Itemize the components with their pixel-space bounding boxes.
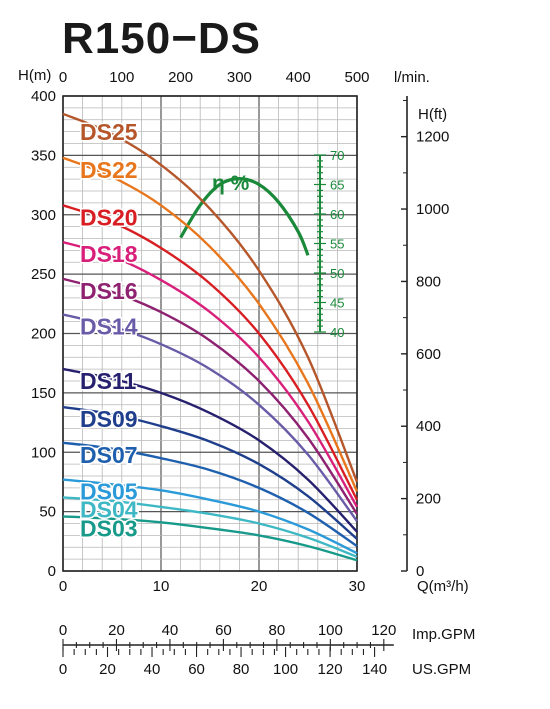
us-gpm-tick-label: 100: [273, 661, 298, 678]
efficiency-curve: [179, 176, 310, 256]
axes: 0200400600800100012000501001502002503003…: [18, 67, 469, 595]
ft-tick-label: 600: [416, 346, 441, 363]
series-label-ds18: DS18: [80, 241, 138, 267]
hm-tick-label: 0: [48, 563, 56, 580]
series-label-ds22: DS22: [80, 157, 138, 183]
chart-title: R150−DS: [62, 14, 262, 63]
q-tick-label: 0: [59, 578, 67, 595]
us-gpm-tick-label: 0: [59, 661, 67, 678]
curve-ds03: [62, 515, 358, 562]
efficiency-curve-group: 40 45 50 55 60 65 70 η %: [179, 148, 344, 340]
efficiency-label: η %: [212, 172, 250, 195]
curve-ds14: [62, 313, 358, 522]
efficiency-tick-label: 65: [330, 178, 344, 193]
efficiency-tick-label: 50: [330, 266, 344, 281]
curve-ds25: [62, 112, 359, 483]
imp-gpm-label: Imp.GPM: [412, 626, 475, 643]
series-label-ds25: DS25: [80, 119, 138, 145]
hm-tick-label: 200: [31, 326, 56, 343]
curve-ds22: [62, 156, 359, 492]
efficiency-tick-label: 45: [330, 296, 344, 311]
lmin-tick-label: 0: [59, 69, 67, 86]
curve-ds18: [62, 240, 359, 508]
hm-tick-label: 50: [39, 504, 56, 521]
hm-tick-label: 350: [31, 147, 56, 164]
curve-ds11: [62, 367, 358, 533]
imp-gpm-tick-label: 60: [215, 622, 232, 639]
q-axis-label: Q(m³/h): [417, 578, 469, 595]
us-gpm-label: US.GPM: [412, 661, 471, 678]
us-gpm-tick-label: 140: [362, 661, 387, 678]
lmin-tick-label: 500: [344, 69, 369, 86]
ft-tick-label: 0: [416, 563, 424, 580]
hm-tick-label: 150: [31, 385, 56, 402]
us-gpm-tick-label: 40: [144, 661, 161, 678]
us-gpm-tick-label: 60: [188, 661, 205, 678]
q-tick-label: 30: [349, 578, 366, 595]
lmin-axis-label: l/min.: [394, 69, 430, 86]
series-label-ds09: DS09: [80, 406, 138, 432]
curve-ds04: [62, 496, 358, 558]
q-tick-label: 10: [153, 578, 170, 595]
ft-tick-label: 1000: [416, 201, 449, 218]
ft-tick-label: 200: [416, 491, 441, 508]
efficiency-tick-label: 55: [330, 237, 344, 252]
lmin-tick-label: 200: [168, 69, 193, 86]
hm-tick-label: 300: [31, 207, 56, 224]
series-label-ds05: DS05: [80, 479, 138, 505]
series-label-ds03: DS03: [80, 515, 138, 541]
imp-gpm-tick-label: 120: [371, 622, 396, 639]
series-label-ds11: DS11: [80, 368, 136, 394]
hm-tick-label: 250: [31, 266, 56, 283]
imp-gpm-tick-label: 80: [269, 622, 286, 639]
imp-gpm-tick-label: 40: [162, 622, 179, 639]
efficiency-tick-label: 60: [330, 207, 344, 222]
curve-ds20: [62, 204, 359, 501]
us-gpm-tick-label: 120: [318, 661, 343, 678]
us-gpm-tick-label: 20: [99, 661, 116, 678]
series-label-ds07: DS07: [80, 442, 138, 468]
series-label-ds14: DS14: [80, 314, 138, 340]
series-label-ds04: DS04: [80, 496, 138, 522]
curve-ds05: [62, 478, 358, 555]
imp-gpm-tick-label: 100: [318, 622, 343, 639]
series-label-ds16: DS16: [80, 278, 138, 304]
curve-ds16: [62, 277, 359, 515]
lmin-tick-label: 300: [227, 69, 252, 86]
gpm-scales: 0 20 40 60 80 100 120 Imp.GPM 0 20 40 60 80 100 120 140…: [59, 622, 476, 678]
head-curves: [62, 112, 359, 562]
hm-axis-label: H(m): [18, 67, 51, 84]
lmin-tick-label: 100: [109, 69, 134, 86]
curve-ds07: [62, 441, 358, 548]
plot-frame: [62, 95, 358, 572]
curve-ds09: [62, 405, 358, 540]
ft-tick-label: 1200: [416, 129, 449, 146]
imp-gpm-tick-label: 20: [108, 622, 125, 639]
efficiency-tick-label: 70: [330, 148, 344, 163]
series-labels: DS25 DS22 DS20 DS18 DS16 DS14 DS11 DS09 DS07 DS05…: [79, 117, 140, 543]
us-gpm-tick-label: 80: [233, 661, 250, 678]
lmin-tick-label: 400: [286, 69, 311, 86]
hm-tick-label: 100: [31, 444, 56, 461]
efficiency-tick-label: 40: [330, 325, 344, 340]
q-tick-label: 20: [251, 578, 268, 595]
hft-axis-label: H(ft): [418, 106, 447, 123]
ft-tick-label: 400: [416, 418, 441, 435]
imp-gpm-tick-label: 0: [59, 622, 67, 639]
hm-tick-label: 400: [31, 88, 56, 105]
series-label-ds20: DS20: [80, 204, 138, 230]
ft-tick-label: 800: [416, 273, 441, 290]
